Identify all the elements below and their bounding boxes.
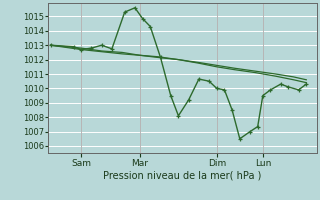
X-axis label: Pression niveau de la mer( hPa ): Pression niveau de la mer( hPa ) — [103, 171, 261, 181]
